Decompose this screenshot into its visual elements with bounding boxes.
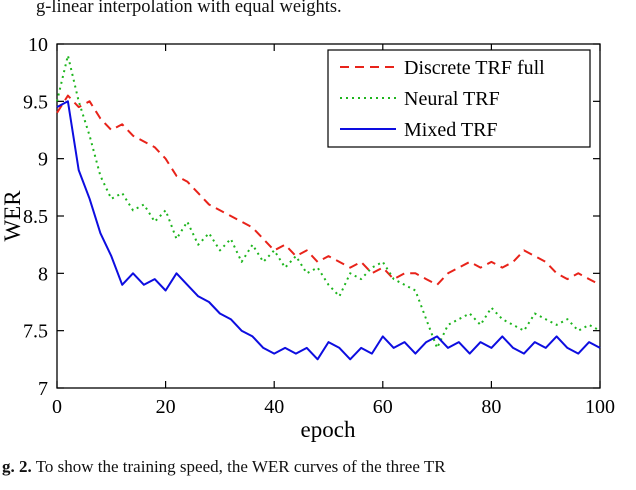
x-tick-label: 100	[585, 396, 615, 418]
x-tick-label: 80	[481, 396, 501, 418]
figure-caption-number: g. 2.	[2, 457, 32, 476]
x-tick-label: 60	[373, 396, 393, 418]
series-line-discrete-trf-full	[56, 94, 601, 286]
figure-caption-text: To show the training speed, the WER curv…	[31, 457, 446, 476]
x-axis-label: epoch	[301, 417, 356, 442]
figure-caption: g. 2. To show the training speed, the WE…	[2, 457, 636, 477]
y-tick-label: 9	[38, 149, 48, 171]
y-tick-label: 9.5	[23, 91, 48, 113]
y-axis-label: WER	[0, 190, 25, 242]
y-tick-label: 10	[28, 34, 48, 56]
y-tick-label: 8	[38, 263, 48, 285]
series-line-mixed-trf	[56, 100, 601, 361]
series-line-neural-trf	[56, 54, 601, 349]
y-tick-label: 8.5	[23, 206, 48, 228]
cropped-body-text: g-linear interpolation with equal weight…	[36, 0, 342, 17]
x-tick-label: 0	[52, 396, 62, 418]
legend-label: Neural TRF	[404, 88, 500, 110]
y-tick-label: 7.5	[23, 321, 48, 343]
plot-area: 0 20 40 60 80 100 7 7.5 8 8.5 9 9.5 10 Discrete TRF f…	[23, 34, 615, 418]
y-tick-label: 7	[38, 378, 48, 400]
x-tick-label: 40	[264, 396, 284, 418]
legend-label: Mixed TRF	[404, 119, 498, 141]
x-tick-label: 20	[156, 396, 176, 418]
legend-label: Discrete TRF full	[404, 57, 545, 79]
